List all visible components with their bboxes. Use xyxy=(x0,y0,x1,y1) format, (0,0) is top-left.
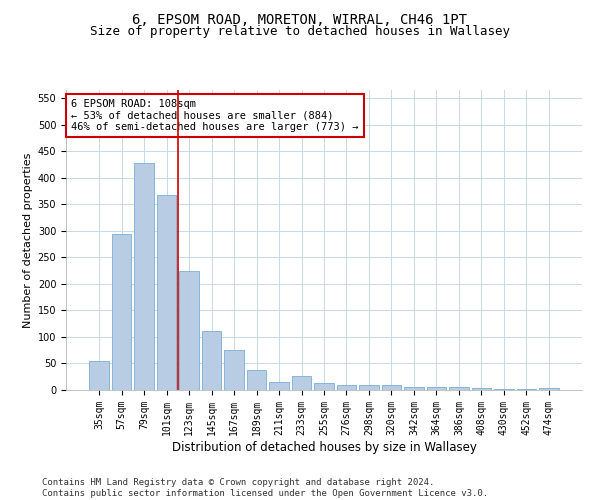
Bar xyxy=(449,388,469,390)
Bar xyxy=(202,330,221,390)
Bar xyxy=(427,388,446,390)
Text: Contains HM Land Registry data © Crown copyright and database right 2024.
Contai: Contains HM Land Registry data © Crown c… xyxy=(42,478,488,498)
Bar xyxy=(224,350,244,390)
Bar xyxy=(269,382,289,390)
Bar xyxy=(292,376,311,390)
Bar xyxy=(382,384,401,390)
X-axis label: Distribution of detached houses by size in Wallasey: Distribution of detached houses by size … xyxy=(172,440,476,454)
Bar xyxy=(157,195,176,390)
Y-axis label: Number of detached properties: Number of detached properties xyxy=(23,152,34,328)
Bar xyxy=(404,387,424,390)
Bar xyxy=(517,389,536,390)
Bar xyxy=(472,388,491,390)
Bar xyxy=(89,361,109,390)
Bar xyxy=(134,162,154,390)
Bar xyxy=(112,234,131,390)
Bar xyxy=(314,382,334,390)
Bar xyxy=(359,385,379,390)
Bar xyxy=(494,389,514,390)
Bar xyxy=(337,385,356,390)
Text: 6, EPSOM ROAD, MORETON, WIRRAL, CH46 1PT: 6, EPSOM ROAD, MORETON, WIRRAL, CH46 1PT xyxy=(133,12,467,26)
Bar xyxy=(247,370,266,390)
Bar xyxy=(539,388,559,390)
Bar xyxy=(179,270,199,390)
Text: 6 EPSOM ROAD: 108sqm
← 53% of detached houses are smaller (884)
46% of semi-deta: 6 EPSOM ROAD: 108sqm ← 53% of detached h… xyxy=(71,99,359,132)
Text: Size of property relative to detached houses in Wallasey: Size of property relative to detached ho… xyxy=(90,25,510,38)
